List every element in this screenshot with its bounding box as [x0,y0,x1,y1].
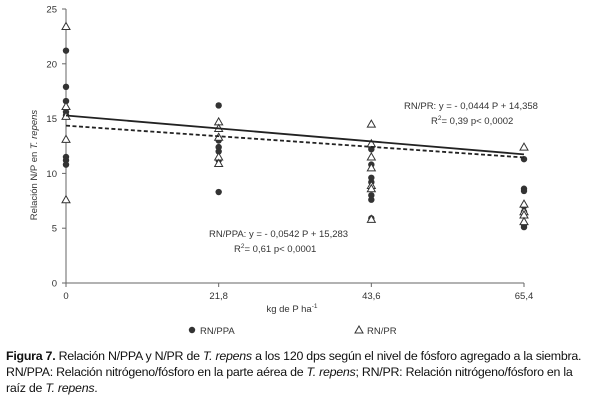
point-rn-pr [213,158,224,168]
point-rn-ppa [62,83,70,91]
y-tick-label: 20 [46,59,57,70]
x-tick-label: 21,8 [209,291,228,302]
point-rn-ppa [368,196,375,203]
trend-line-rn-ppa [65,114,525,156]
x-tick-label: 0 [63,291,68,302]
point-rn-ppa [520,223,528,231]
point-rn-ppa [520,187,528,195]
x-axis-ticks: 0 21,8 43,6 65,4 [63,283,533,302]
point-rn-pr [61,101,71,111]
point-rn-ppa [215,143,222,151]
point-rn-ppa [368,174,375,181]
caption-species-3: T. repens [45,381,95,395]
point-rn-ppa [215,188,222,196]
legend-marker-rn-pr [354,324,364,334]
y-tick-label: 0 [52,279,57,290]
caption-text-4: . [94,381,98,395]
point-rn-pr [366,214,377,223]
r2-rn-ppa: R2= 0,61 p< 0,0001 [234,243,316,255]
point-rn-ppa [215,148,222,155]
point-rn-pr [61,194,71,204]
figure-caption: Figura 7. Relación N/PPA y N/PR de T. re… [6,348,590,396]
scatter-chart: 0 5 10 15 20 25 0 21,8 43,6 65,4 kg de P ha-1 Re… [29,5,538,338]
trend-lines [65,114,525,159]
legend-label-rn-ppa: RN/PPA [200,326,235,337]
point-rn-pr [519,216,529,226]
y-tick-label: 10 [46,169,57,180]
point-rn-ppa [62,157,70,164]
caption-species-2: T. repens [306,365,356,379]
point-rn-ppa [62,161,70,168]
trend-line-rn-pr [65,124,525,159]
point-rn-pr [519,199,529,208]
caption-figure-label: Figura 7. [6,349,56,363]
y-axis-ticks: 0 5 10 15 20 25 [46,5,66,290]
point-rn-ppa [62,97,70,105]
point-rn-ppa [62,47,70,54]
data-points [61,21,529,231]
point-rn-pr [366,151,377,161]
point-rn-pr [366,119,377,128]
legend-label-rn-pr: RN/PR [367,326,397,337]
equation-rn-ppa: RN/PPA: y = - 0,0542 P + 15,283 [209,229,348,240]
point-rn-pr [61,134,71,143]
y-tick-label: 15 [46,114,57,125]
y-tick-label: 5 [52,224,57,235]
y-axis-label: Relación N/P en T. repens [29,110,40,221]
point-rn-pr [519,142,529,151]
x-axis-label: kg de P ha-1 [266,303,317,315]
caption-text-3: ; RN/PR: Relación nitrógeno/fósforo en l… [6,365,573,395]
point-rn-pr [366,183,377,193]
equation-rn-pr: RN/PR: y = - 0,0444 P + 14,358 [404,101,538,112]
r2-rn-pr: R2= 0,39 p< 0,0002 [431,115,513,127]
caption-text-2: a los 120 dps según el nivel de fósforo … [6,349,582,379]
x-tick-label: 43,6 [362,291,381,302]
caption-species-1: T. repens [202,349,252,363]
y-tick-label: 25 [46,5,57,16]
legend: RN/PPA RN/PR [188,324,397,337]
caption-text-1: Relación N/PPA y N/PR de [55,349,203,363]
point-rn-pr [366,162,377,172]
x-tick-label: 65,4 [515,291,534,302]
legend-marker-rn-ppa [188,326,196,334]
point-rn-ppa [368,192,375,199]
point-rn-ppa [215,102,222,109]
point-rn-pr [61,21,71,31]
